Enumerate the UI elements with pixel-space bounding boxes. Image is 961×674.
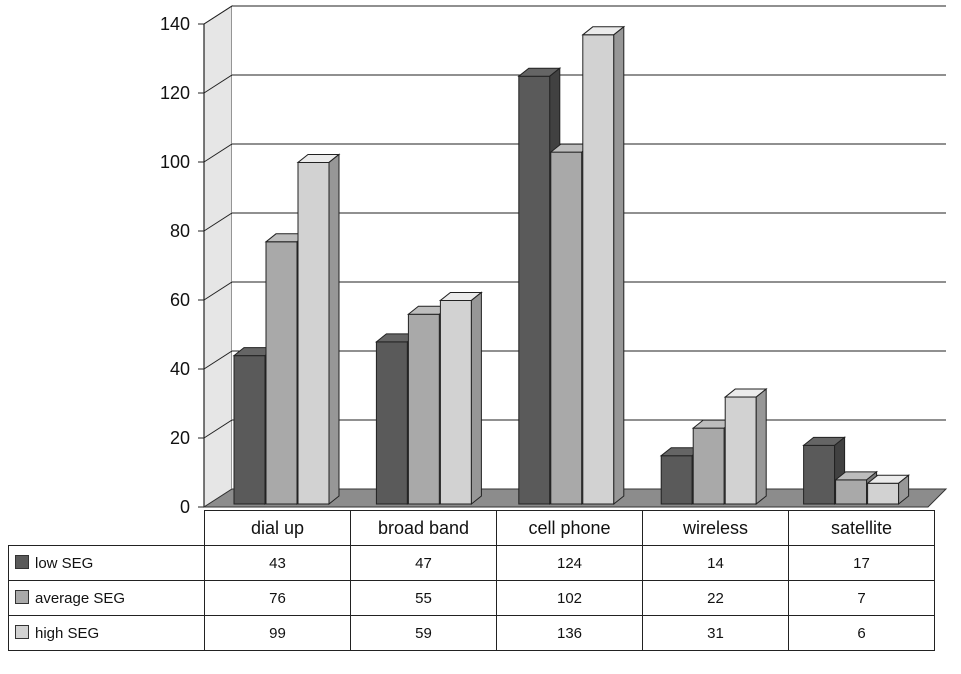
bar-front (867, 482, 900, 505)
bar-front (550, 151, 583, 505)
bars (232, 25, 911, 506)
value-cell: 55 (350, 580, 497, 616)
bar (581, 25, 626, 506)
value-cell: 6 (788, 615, 935, 651)
bar-front (407, 313, 440, 505)
legend-swatch (15, 554, 29, 569)
y-tick-label: 140 (160, 14, 190, 34)
gridline (203, 350, 946, 370)
bar-front (660, 455, 693, 505)
bar-front (439, 299, 472, 505)
gridline (203, 74, 946, 94)
legend-swatch (15, 589, 29, 604)
bar-front (692, 427, 725, 505)
category-label: satellite (788, 510, 935, 546)
table-row: average SEG 76 55 102 22 7 (8, 580, 935, 616)
bar-side (470, 291, 482, 506)
bar-front (265, 241, 298, 505)
bar-front (297, 161, 330, 505)
value-cell: 7 (788, 580, 935, 616)
data-table: dial up broad band cell phone wireless satel… (8, 510, 935, 651)
value-cell: 102 (496, 580, 643, 616)
bar (866, 474, 911, 506)
y-axis-ticks: 0 20 40 60 80 100 120 140 (160, 14, 205, 517)
bar-front (233, 355, 266, 505)
value-cell: 47 (350, 545, 497, 581)
value-cell: 14 (642, 545, 789, 581)
series-name: low SEG (35, 554, 94, 572)
value-cell: 59 (350, 615, 497, 651)
series-name: average SEG (35, 589, 126, 607)
bar (438, 291, 483, 506)
y-tick-label: 80 (170, 221, 190, 241)
bar-side (328, 153, 340, 506)
category-label: dial up (204, 510, 351, 546)
table-row: low SEG 43 47 124 14 17 (8, 545, 935, 581)
bar-side (613, 25, 625, 506)
bar-front (518, 75, 551, 505)
bar-side (755, 388, 767, 506)
bar-front (835, 479, 868, 505)
category-label: cell phone (496, 510, 643, 546)
category-label: wireless (642, 510, 789, 546)
bar-front (724, 396, 757, 505)
bar-front (582, 34, 615, 505)
y-tick-label: 120 (160, 83, 190, 103)
bar-front (375, 341, 408, 505)
value-cell: 31 (642, 615, 789, 651)
side-wall (203, 5, 233, 508)
bar (802, 436, 847, 506)
series-label: low SEG (8, 545, 205, 581)
bar (723, 388, 768, 506)
y-tick-label: 60 (170, 290, 190, 310)
gridline (203, 143, 946, 163)
bar (296, 153, 341, 506)
value-cell: 124 (496, 545, 643, 581)
value-cell: 136 (496, 615, 643, 651)
y-tick-label: 100 (160, 152, 190, 172)
value-cell: 17 (788, 545, 935, 581)
gridline (203, 212, 946, 232)
series-label: average SEG (8, 580, 205, 616)
category-label: broad band (350, 510, 497, 546)
y-tick-label: 40 (170, 359, 190, 379)
value-cell: 76 (204, 580, 351, 616)
gridline (203, 5, 946, 25)
y-tick-label: 20 (170, 428, 190, 448)
value-cell: 22 (642, 580, 789, 616)
table-corner (9, 511, 205, 546)
legend-swatch (15, 624, 29, 639)
y-tick-label: 0 (180, 497, 190, 517)
table-row: high SEG 99 59 136 31 6 (8, 615, 935, 651)
series-name: high SEG (35, 624, 100, 642)
gridline (203, 281, 946, 301)
value-cell: 43 (204, 545, 351, 581)
bar-front (803, 444, 836, 505)
series-label: high SEG (8, 615, 205, 651)
bar-side (898, 474, 910, 506)
value-cell: 99 (204, 615, 351, 651)
